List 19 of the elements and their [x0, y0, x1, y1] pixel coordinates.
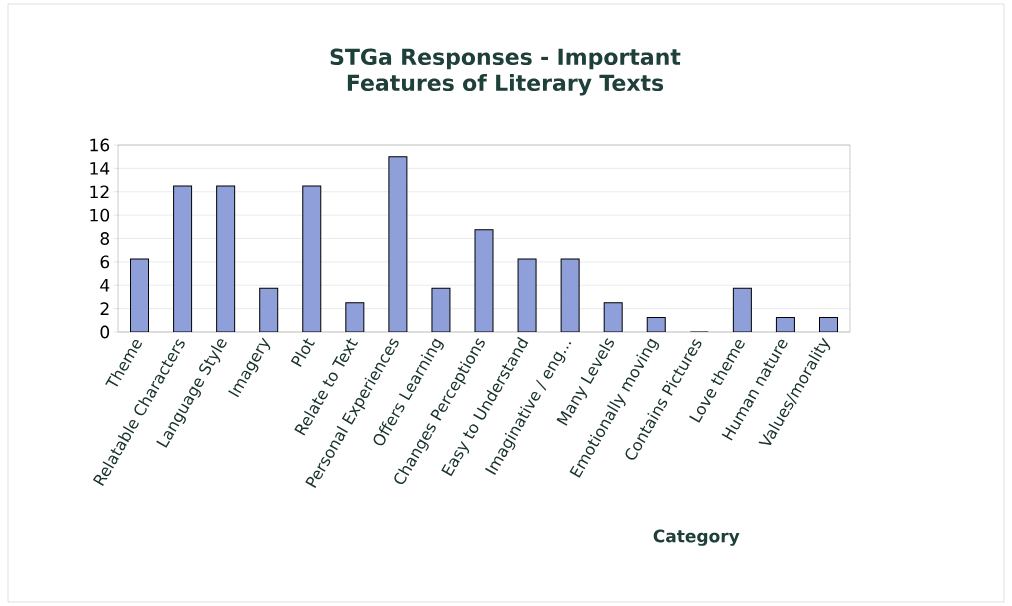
y-tick-label: 6: [100, 255, 110, 269]
y-tick-label: 10: [90, 208, 110, 222]
y-tick-label: 12: [90, 185, 109, 199]
y-tick-label: 4: [100, 279, 110, 292]
chart-title: STGa Responses - Important Features of Literary Texts: [330, 48, 681, 96]
bar: [130, 258, 150, 332]
bar: [173, 185, 193, 332]
y-tick-label: 14: [90, 162, 110, 175]
y-tick-label: 16: [90, 138, 110, 152]
y-tick-label: 2: [100, 302, 109, 315]
bar: [345, 302, 365, 332]
bar: [302, 185, 322, 332]
y-tick-label: 8: [100, 232, 110, 245]
bar: [216, 185, 236, 332]
bar: [603, 302, 623, 332]
bar: [259, 287, 279, 332]
y-tick-label: 0: [100, 325, 110, 339]
x-axis-title: Category: [653, 529, 740, 546]
bar: [732, 287, 752, 332]
